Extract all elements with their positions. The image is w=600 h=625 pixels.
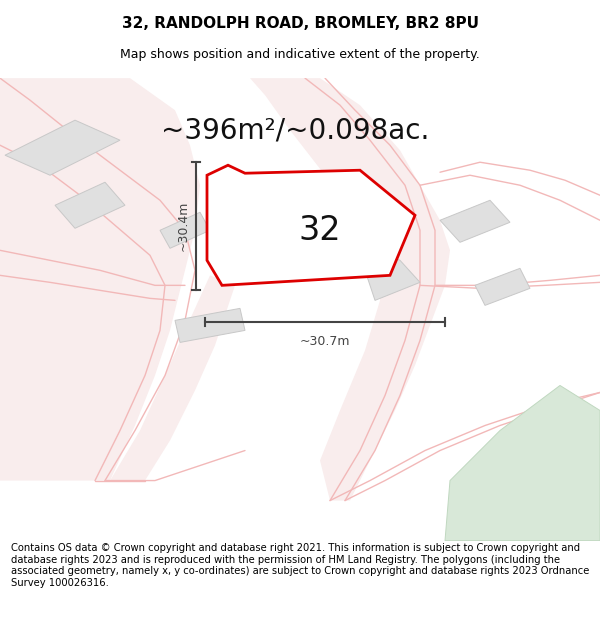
Polygon shape <box>175 308 245 342</box>
Polygon shape <box>110 276 235 481</box>
Text: Contains OS data © Crown copyright and database right 2021. This information is : Contains OS data © Crown copyright and d… <box>11 543 589 588</box>
Polygon shape <box>207 165 415 286</box>
Polygon shape <box>0 78 200 481</box>
Polygon shape <box>5 120 120 175</box>
Text: 32: 32 <box>299 214 341 247</box>
Text: Map shows position and indicative extent of the property.: Map shows position and indicative extent… <box>120 48 480 61</box>
Polygon shape <box>55 182 125 228</box>
Text: ~30.4m: ~30.4m <box>176 201 190 251</box>
Polygon shape <box>250 78 450 501</box>
Polygon shape <box>255 222 360 281</box>
Text: ~396m²/~0.098ac.: ~396m²/~0.098ac. <box>161 116 429 144</box>
Polygon shape <box>440 200 510 242</box>
Polygon shape <box>445 386 600 541</box>
Polygon shape <box>355 240 420 301</box>
Text: 32, RANDOLPH ROAD, BROMLEY, BR2 8PU: 32, RANDOLPH ROAD, BROMLEY, BR2 8PU <box>121 16 479 31</box>
Polygon shape <box>475 268 530 306</box>
Polygon shape <box>160 213 210 248</box>
Text: ~30.7m: ~30.7m <box>300 336 350 348</box>
